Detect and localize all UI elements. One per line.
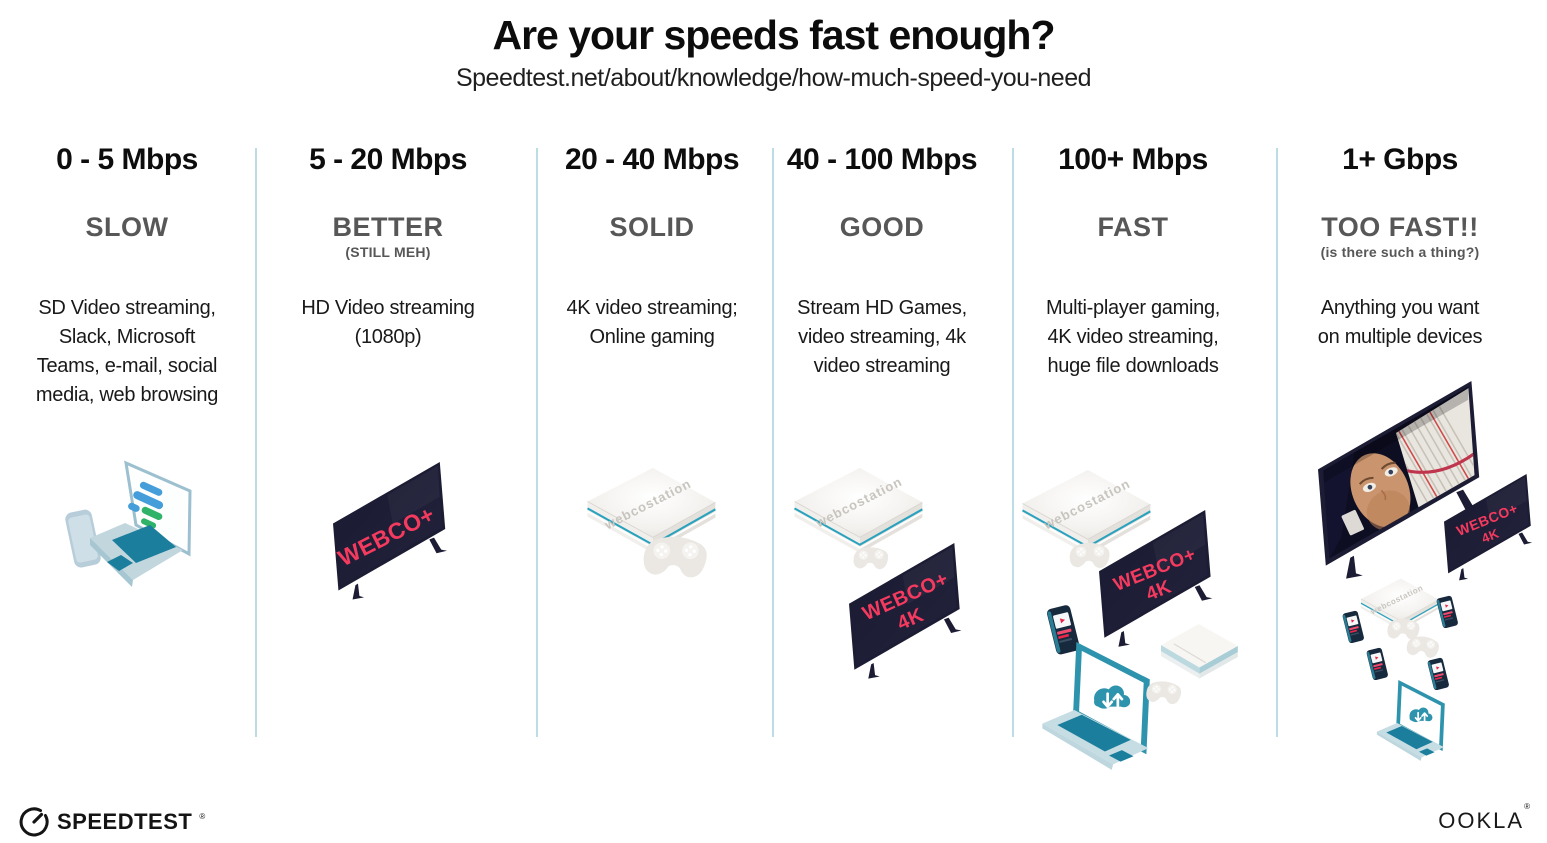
- multi-device-illustration: webcostation WEBCO+ 4K: [1021, 468, 1239, 772]
- use-case-description: Anything you want on multiple devices: [1317, 297, 1483, 348]
- rating-label: SOLID: [609, 212, 695, 242]
- game-controller-icon: [1145, 679, 1183, 706]
- laptop-cloud-icon: [1375, 679, 1446, 762]
- use-case-description: Multi-player gaming, 4K video streaming,…: [1045, 297, 1221, 377]
- rating-label: GOOD: [839, 212, 925, 242]
- rating-note: (STILL MEH): [345, 244, 431, 260]
- trademark-symbol: ®: [1524, 802, 1530, 811]
- column-divider: [1012, 148, 1014, 737]
- smartphone-video-icon: [1342, 610, 1365, 644]
- column-divider: [536, 148, 538, 737]
- use-case-description: 4K video streaming; Online gaming: [566, 297, 738, 348]
- column-divider: [255, 148, 257, 737]
- rating-label: SLOW: [85, 212, 169, 242]
- speedtest-gauge-icon: [19, 807, 49, 837]
- ookla-logo: OOKLA ®: [1438, 802, 1530, 834]
- smartphone-icon: [65, 509, 101, 568]
- rating-label: BETTER: [332, 212, 444, 242]
- use-case-description: Stream HD Games, video streaming, 4k vid…: [797, 297, 967, 377]
- column-100-plus-mbps: 100+ Mbps FAST Multi-player gaming, 4K v…: [1008, 143, 1258, 377]
- ookla-wordmark: OOKLA: [1438, 808, 1525, 833]
- page-title: Are your speeds fast enough?: [492, 12, 1055, 58]
- laptop-cloud-icon: [1040, 640, 1152, 772]
- speed-range: 40 - 100 Mbps: [786, 143, 978, 176]
- smartphone-video-icon: [1436, 595, 1459, 629]
- smartphone-video-icon: [1427, 657, 1450, 691]
- column-1-plus-gbps: 1+ Gbps TOO FAST!! (is there such a thin…: [1270, 143, 1530, 348]
- rating-note: (is there such a thing?): [1320, 244, 1480, 260]
- rating-label: TOO FAST!!: [1321, 212, 1479, 242]
- column-20-40-mbps: 20 - 40 Mbps SOLID 4K video streaming; O…: [537, 143, 767, 348]
- column-divider: [1276, 148, 1278, 737]
- column-40-100-mbps: 40 - 100 Mbps GOOD Stream HD Games, vide…: [767, 143, 997, 377]
- speed-range: 0 - 5 Mbps: [56, 143, 198, 176]
- speed-range: 20 - 40 Mbps: [564, 143, 740, 176]
- laptop-and-phone-illustration: [65, 460, 192, 587]
- console-and-tv-illustration: webcostation WEBCO+ 4K: [793, 466, 962, 679]
- rating-label: FAST: [1097, 212, 1169, 242]
- laptop-chat-icon: [90, 460, 192, 587]
- use-case-description: HD Video streaming (1080p): [301, 297, 475, 348]
- speedtest-logo: SPEEDTEST ®: [18, 806, 205, 838]
- everything-illustration: WEBCO+ 4K webcostation: [1318, 381, 1533, 762]
- speed-range: 1+ Gbps: [1342, 143, 1458, 176]
- column-0-5-mbps: 0 - 5 Mbps SLOW SD Video streaming, Slac…: [2, 143, 252, 406]
- tv-illustration: WEBCO+: [333, 462, 448, 600]
- game-console-illustration: webcostation: [586, 466, 717, 580]
- smartphone-video-icon: [1046, 604, 1081, 656]
- slab-console-icon: [1160, 623, 1239, 680]
- big-movie-tv-icon: [1318, 381, 1482, 579]
- page-subtitle-url: Speedtest.net/about/knowledge/how-much-s…: [455, 64, 1092, 92]
- column-5-20-mbps: 5 - 20 Mbps BETTER (STILL MEH) HD Video …: [253, 143, 523, 348]
- use-case-description: SD Video streaming, Slack, Microsoft Tea…: [35, 297, 219, 406]
- trademark-symbol: ®: [199, 811, 206, 821]
- tv-4k-label: 4K: [1479, 526, 1501, 547]
- smartphone-video-icon: [1366, 647, 1389, 681]
- column-divider: [772, 148, 774, 737]
- speed-range: 100+ Mbps: [1058, 143, 1208, 176]
- speed-range: 5 - 20 Mbps: [309, 143, 467, 176]
- speedtest-wordmark: SPEEDTEST: [57, 809, 193, 834]
